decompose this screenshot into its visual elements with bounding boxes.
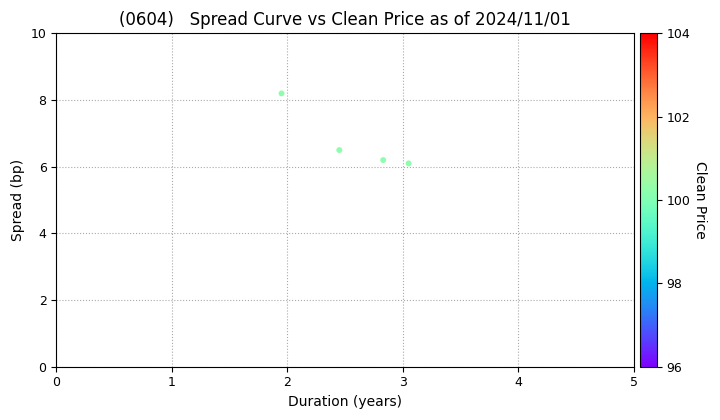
- Point: [276, 90, 287, 97]
- Point: [402, 160, 414, 167]
- Y-axis label: Clean Price: Clean Price: [693, 161, 707, 239]
- Y-axis label: Spread (bp): Spread (bp): [11, 159, 25, 241]
- X-axis label: Duration (years): Duration (years): [288, 395, 402, 409]
- Point: [377, 157, 389, 163]
- Point: [333, 147, 345, 153]
- Title: (0604)   Spread Curve vs Clean Price as of 2024/11/01: (0604) Spread Curve vs Clean Price as of…: [119, 11, 571, 29]
